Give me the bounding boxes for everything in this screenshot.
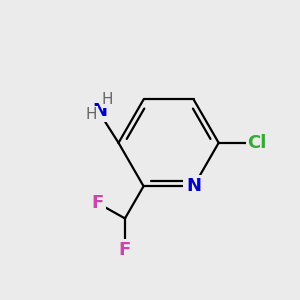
Text: N: N: [186, 177, 201, 195]
Text: N: N: [92, 102, 107, 120]
Text: H: H: [85, 107, 97, 122]
Text: F: F: [92, 194, 104, 212]
Text: Cl: Cl: [248, 134, 267, 152]
Text: F: F: [119, 241, 131, 259]
Text: H: H: [101, 92, 113, 107]
